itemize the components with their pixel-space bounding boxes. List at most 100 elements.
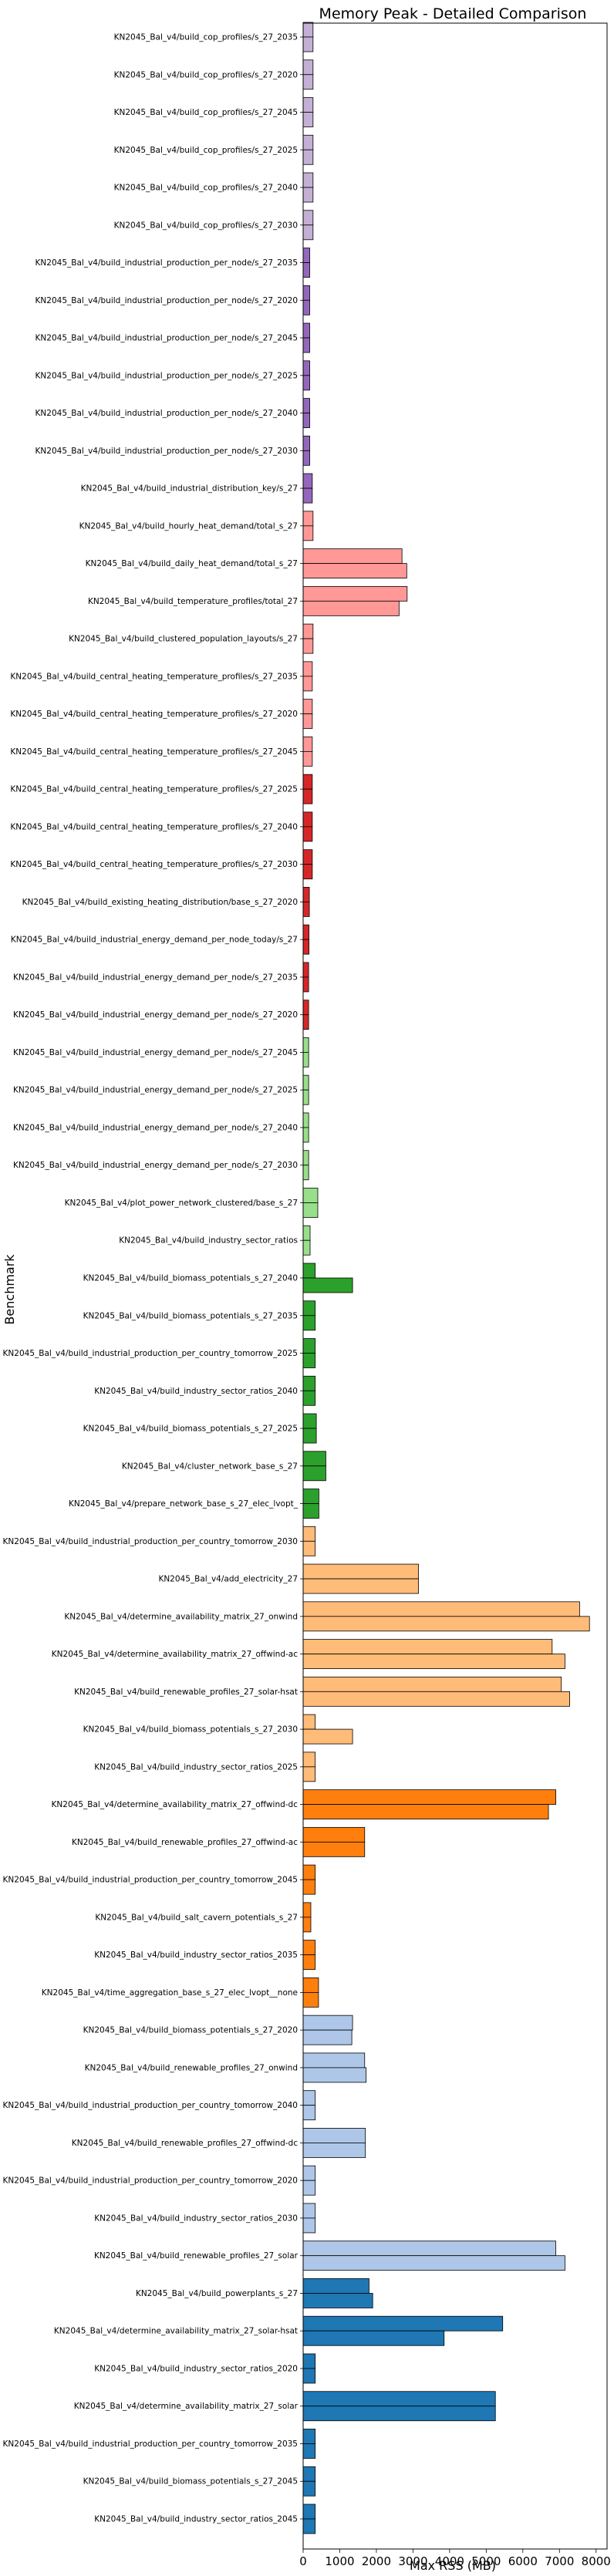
y-tick-label: KN2045_Bal_v4/build_industrial_energy_de… xyxy=(13,1048,298,1057)
bar-60-run-1 xyxy=(302,2278,369,2294)
bar-22-run-1 xyxy=(302,849,313,865)
bar-45-run-2 xyxy=(302,1728,353,1745)
bar-15-run-1 xyxy=(302,585,408,602)
y-tick-label: KN2045_Bal_v4/build_industrial_productio… xyxy=(35,409,298,418)
y-tick-label: KN2045_Bal_v4/build_central_heating_temp… xyxy=(10,860,298,869)
bar-38-run-2 xyxy=(302,1465,326,1482)
y-tick-label: KN2045_Bal_v4/build_temperature_profiles… xyxy=(88,597,298,606)
y-tick-label: KN2045_Bal_v4/build_renewable_profiles_2… xyxy=(72,1838,298,1847)
bar-58-run-2 xyxy=(302,2217,316,2234)
y-tick-label: KN2045_Bal_v4/build_cop_profiles/s_27_20… xyxy=(114,146,298,155)
bar-9-run-1 xyxy=(302,360,310,376)
y-tick-label: KN2045_Bal_v4/build_daily_heat_demand/to… xyxy=(86,559,298,568)
bar-19-run-1 xyxy=(302,736,313,752)
y-tick-label: KN2045_Bal_v4/build_industrial_productio… xyxy=(3,1876,298,1885)
y-tick-label: KN2045_Bal_v4/build_biomass_potentials_s… xyxy=(83,2026,298,2035)
y-tick-label: KN2045_Bal_v4/cluster_network_base_s_27 xyxy=(122,1462,298,1471)
bar-37-run-1 xyxy=(302,1413,317,1429)
bar-41-run-1 xyxy=(302,1563,419,1580)
y-tick-label: KN2045_Bal_v4/build_cop_profiles/s_27_20… xyxy=(114,33,298,42)
bar-7-run-1 xyxy=(302,285,310,301)
bar-58-run-1 xyxy=(302,2203,316,2219)
bar-2-run-2 xyxy=(302,112,314,127)
bar-55-run-1 xyxy=(302,2090,316,2106)
y-tick-label: KN2045_Bal_v4/build_biomass_potentials_s… xyxy=(83,1725,298,1735)
bar-33-run-2 xyxy=(302,1277,353,1293)
bar-34-run-1 xyxy=(302,1300,316,1317)
y-tick-label: KN2045_Bal_v4/build_industrial_productio… xyxy=(3,2101,298,2110)
bar-53-run-2 xyxy=(302,2029,353,2045)
y-tick-label: KN2045_Bal_v4/build_biomass_potentials_s… xyxy=(83,1274,298,1283)
y-tick-label: KN2045_Bal_v4/build_industry_sector_rati… xyxy=(94,2214,298,2223)
x-tick-label: 2000 xyxy=(362,2554,391,2568)
bar-20-run-2 xyxy=(302,788,313,804)
y-tick-label: KN2045_Bal_v4/build_renewable_profiles_2… xyxy=(74,1688,298,1697)
bar-61-run-2 xyxy=(302,2330,445,2346)
plot-frame xyxy=(302,22,608,2550)
bar-14-run-2 xyxy=(302,563,407,579)
bar-39-run-2 xyxy=(302,1503,319,1519)
x-tick-label: 0 xyxy=(299,2554,307,2568)
bar-50-run-2 xyxy=(302,1917,312,1933)
bar-66-run-1 xyxy=(302,2504,316,2520)
y-tick-label: KN2045_Bal_v4/build_industry_sector_rati… xyxy=(119,1236,298,1246)
bar-13-run-2 xyxy=(302,525,314,541)
y-tick-label: KN2045_Bal_v4/build_industry_sector_rati… xyxy=(94,2364,298,2373)
bar-10-run-2 xyxy=(302,413,310,428)
bar-26-run-1 xyxy=(302,1000,309,1016)
bar-46-run-2 xyxy=(302,1766,316,1782)
y-tick-label: KN2045_Bal_v4/build_industrial_energy_de… xyxy=(13,973,298,982)
bar-5-run-1 xyxy=(302,210,314,226)
y-tick-label: KN2045_Bal_v4/build_industry_sector_rati… xyxy=(94,2515,298,2524)
bar-57-run-1 xyxy=(302,2165,316,2181)
bar-8-run-1 xyxy=(302,322,310,339)
bar-65-run-2 xyxy=(302,2480,316,2497)
bar-39-run-1 xyxy=(302,1489,319,1504)
bar-18-run-1 xyxy=(302,699,313,715)
bar-8-run-2 xyxy=(302,337,310,353)
y-tick-label: KN2045_Bal_v4/build_clustered_population… xyxy=(69,635,298,644)
y-tick-labels: KN2045_Bal_v4/build_cop_profiles/s_27_20… xyxy=(3,33,303,2524)
bar-61-run-1 xyxy=(302,2315,504,2332)
bar-21-run-1 xyxy=(302,811,313,828)
chart-title: Memory Peak - Detailed Comparison xyxy=(319,5,587,22)
bar-49-run-1 xyxy=(302,1864,316,1880)
y-tick-label: KN2045_Bal_v4/build_cop_profiles/s_27_20… xyxy=(114,70,298,79)
y-tick-label: KN2045_Bal_v4/build_industry_sector_rati… xyxy=(94,1762,298,1772)
bar-51-run-1 xyxy=(302,1940,316,1956)
bar-5-run-2 xyxy=(302,224,314,241)
bar-40-run-2 xyxy=(302,1540,316,1556)
bar-62-run-2 xyxy=(302,2368,316,2384)
bar-36-run-2 xyxy=(302,1390,316,1406)
y-tick-label: KN2045_Bal_v4/build_central_heating_temp… xyxy=(10,785,298,794)
bar-21-run-2 xyxy=(302,826,313,842)
y-tick-label: KN2045_Bal_v4/build_industrial_productio… xyxy=(3,1349,298,1358)
bar-47-run-2 xyxy=(302,1804,549,1820)
bar-37-run-2 xyxy=(302,1428,317,1444)
y-tick-label: KN2045_Bal_v4/build_industrial_productio… xyxy=(3,1537,298,1546)
bar-7-run-2 xyxy=(302,299,310,315)
bar-6-run-2 xyxy=(302,262,310,278)
y-tick-label: KN2045_Bal_v4/determine_availability_mat… xyxy=(52,1650,298,1659)
x-tick-label: 8000 xyxy=(582,2554,611,2568)
bar-35-run-2 xyxy=(302,1353,316,1368)
y-tick-label: KN2045_Bal_v4/build_industrial_energy_de… xyxy=(13,1010,298,1020)
bar-16-run-1 xyxy=(302,623,314,639)
bar-56-run-1 xyxy=(302,2128,366,2143)
bar-49-run-2 xyxy=(302,1879,316,1895)
bar-9-run-2 xyxy=(302,375,310,391)
bar-30-run-2 xyxy=(302,1165,309,1181)
bar-3-run-1 xyxy=(302,134,314,150)
bar-52-run-2 xyxy=(302,1991,319,2008)
bar-34-run-2 xyxy=(302,1315,316,1331)
y-axis-label: Benchmark xyxy=(2,1254,17,1325)
bar-23-run-2 xyxy=(302,902,310,917)
bar-48-run-2 xyxy=(302,1841,366,1857)
bar-17-run-2 xyxy=(302,676,313,692)
y-tick-label: KN2045_Bal_v4/build_cop_profiles/s_27_20… xyxy=(114,184,298,193)
y-tick-label: KN2045_Bal_v4/build_central_heating_temp… xyxy=(10,747,298,757)
bar-57-run-2 xyxy=(302,2180,316,2196)
bar-56-run-2 xyxy=(302,2143,366,2158)
bar-20-run-1 xyxy=(302,774,313,790)
bar-41-run-2 xyxy=(302,1578,419,1594)
